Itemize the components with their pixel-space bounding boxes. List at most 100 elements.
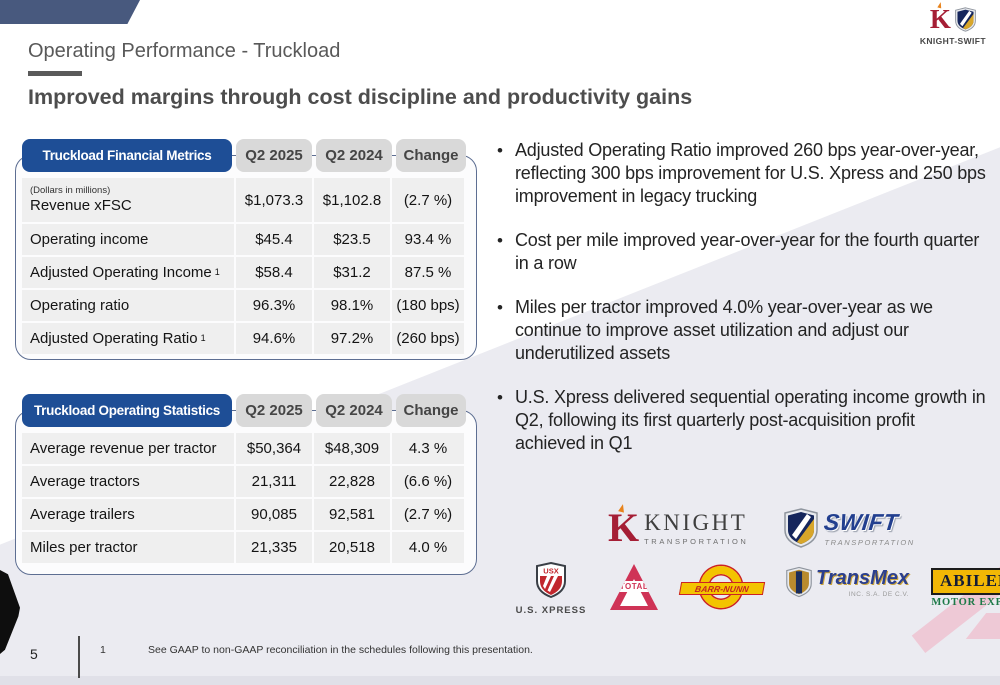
- column-header-change: Change: [396, 139, 466, 172]
- highlights-list: Adjusted Operating Ratio improved 260 bp…: [497, 139, 993, 476]
- operating-statistics-table: Truckload Operating Statistics Q2 2025 Q…: [15, 394, 477, 575]
- swift-shield-icon: [784, 508, 819, 548]
- bullet-icon: [497, 296, 515, 365]
- value-q2-2024: $31.2: [314, 257, 390, 288]
- table-title: Truckload Financial Metrics: [22, 139, 232, 172]
- value-change: (6.6 %): [392, 466, 464, 497]
- row-label: Adjusted Operating Income 1: [22, 257, 234, 288]
- list-item: Cost per mile improved year-over-year fo…: [497, 229, 993, 275]
- table-row: Average trailers 90,085 92,581 (2.7 %): [22, 499, 470, 530]
- transmex-logo: TransMex INC. S.A. DE C.V.: [786, 566, 909, 598]
- row-label: Operating ratio: [22, 290, 234, 321]
- value-change: 4.0 %: [392, 532, 464, 563]
- transmex-shield-icon: [786, 566, 812, 598]
- column-header-q2-2024: Q2 2024: [316, 394, 392, 427]
- value-q2-2024: 92,581: [314, 499, 390, 530]
- background-bottom-strip: [0, 676, 1000, 685]
- column-header-q2-2025: Q2 2025: [236, 139, 312, 172]
- table-body: (Dollars in millions) Revenue xFSC $1,07…: [22, 178, 470, 354]
- usx-name: U.S. XPRESS: [515, 605, 587, 616]
- column-header-q2-2025: Q2 2025: [236, 394, 312, 427]
- abilene-sub: MOTOR EXPRESS: [931, 596, 1000, 608]
- abilene-name: ABILENE: [931, 568, 1000, 595]
- table-title: Truckload Operating Statistics: [22, 394, 232, 427]
- list-item: Miles per tractor improved 4.0% year-ove…: [497, 296, 993, 365]
- value-q2-2025: $50,364: [236, 433, 312, 464]
- table-row: Average revenue per tractor $50,364 $48,…: [22, 433, 470, 464]
- transmex-name: TransMex: [816, 566, 910, 589]
- footnote-marker: 1: [100, 644, 106, 656]
- brand-name: KNIGHT-SWIFT: [919, 36, 986, 46]
- value-q2-2025: 96.3%: [236, 290, 312, 321]
- footer-divider: [78, 636, 80, 678]
- value-change: 87.5 %: [392, 257, 464, 288]
- value-q2-2025: $1,073.3: [236, 178, 312, 222]
- table-row: Operating ratio 96.3% 98.1% (180 bps): [22, 290, 470, 321]
- financial-metrics-table: Truckload Financial Metrics Q2 2025 Q2 2…: [15, 139, 477, 360]
- top-left-accent-shape: [0, 0, 140, 24]
- bullet-icon: [497, 139, 515, 208]
- value-change: (2.7 %): [392, 499, 464, 530]
- primary-brand-logos: K KNIGHT TRANSPORTATION SWIFT TRANSPORTA…: [608, 508, 915, 548]
- value-q2-2025: 90,085: [236, 499, 312, 530]
- list-item: Adjusted Operating Ratio improved 260 bp…: [497, 139, 993, 208]
- row-label: Average revenue per tractor: [22, 433, 234, 464]
- svg-text:USX: USX: [543, 567, 558, 576]
- knight-sub: TRANSPORTATION: [644, 537, 749, 546]
- value-q2-2024: 98.1%: [314, 290, 390, 321]
- value-q2-2024: 20,518: [314, 532, 390, 563]
- swift-transportation-logo: SWIFT TRANSPORTATION: [784, 508, 914, 548]
- value-q2-2024: $48,309: [314, 433, 390, 464]
- value-q2-2025: 94.6%: [236, 323, 312, 354]
- value-q2-2024: $23.5: [314, 224, 390, 255]
- value-q2-2024: $1,102.8: [314, 178, 390, 222]
- row-label: Operating income: [22, 224, 234, 255]
- value-q2-2025: $45.4: [236, 224, 312, 255]
- value-q2-2024: 22,828: [314, 466, 390, 497]
- table-row: Adjusted Operating Ratio 1 94.6% 97.2% (2…: [22, 323, 470, 354]
- table-row: Average tractors 21,311 22,828 (6.6 %): [22, 466, 470, 497]
- row-label: Average tractors: [22, 466, 234, 497]
- us-xpress-logo: USX U.S. XPRESS: [514, 561, 588, 616]
- page-subtitle: Improved margins through cost discipline…: [28, 85, 693, 109]
- footnote-ref: 1: [200, 332, 206, 343]
- footnote-ref: 1: [214, 266, 220, 277]
- value-change: 4.3 %: [392, 433, 464, 464]
- bullet-icon: [497, 229, 515, 275]
- column-header-q2-2024: Q2 2024: [316, 139, 392, 172]
- value-change: 93.4 %: [392, 224, 464, 255]
- value-change: (260 bps): [392, 323, 464, 354]
- total-triangle-icon: TOTAL: [610, 564, 658, 610]
- table-header: Truckload Financial Metrics Q2 2025 Q2 2…: [22, 139, 470, 172]
- abilene-logo: ABILENE MOTOR EXPRESS: [931, 568, 1000, 608]
- value-q2-2025: 21,311: [236, 466, 312, 497]
- knight-transportation-logo: K KNIGHT TRANSPORTATION: [608, 505, 749, 550]
- row-label: Adjusted Operating Ratio 1: [22, 323, 234, 354]
- page-number: 5: [30, 646, 38, 662]
- value-q2-2025: $58.4: [236, 257, 312, 288]
- subsidiary-brand-logos: USX U.S. XPRESS TOTAL BARR-NUNN: [514, 561, 1000, 616]
- bullet-icon: [497, 386, 515, 455]
- page-title: Operating Performance - Truckload: [28, 40, 341, 62]
- barr-nunn-name: BARR-NUNN: [694, 583, 750, 594]
- row-label: (Dollars in millions) Revenue xFSC: [22, 178, 234, 222]
- table-row: (Dollars in millions) Revenue xFSC $1,07…: [22, 178, 470, 222]
- usx-shield-icon: USX: [536, 561, 566, 599]
- row-label: Average trailers: [22, 499, 234, 530]
- knight-name: KNIGHT: [644, 510, 748, 535]
- transmex-sub: INC. S.A. DE C.V.: [848, 590, 910, 598]
- value-q2-2024: 97.2%: [314, 323, 390, 354]
- swift-sub: TRANSPORTATION: [824, 538, 915, 547]
- knight-k-icon: K: [929, 4, 951, 34]
- table-row: Operating income $45.4 $23.5 93.4 %: [22, 224, 470, 255]
- knight-swift-logo: K KNIGHT-SWIFT: [919, 4, 986, 47]
- total-logo: TOTAL: [610, 564, 658, 610]
- barr-nunn-logo: BARR-NUNN: [678, 566, 766, 612]
- knight-k-icon: K: [608, 505, 640, 550]
- column-header-change: Change: [396, 394, 466, 427]
- table-row: Miles per tractor 21,335 20,518 4.0 %: [22, 532, 470, 563]
- footnote-text: See GAAP to non-GAAP reconciliation in t…: [148, 644, 533, 656]
- title-underline: [28, 71, 82, 76]
- table-row: Adjusted Operating Income 1 $58.4 $31.2 8…: [22, 257, 470, 288]
